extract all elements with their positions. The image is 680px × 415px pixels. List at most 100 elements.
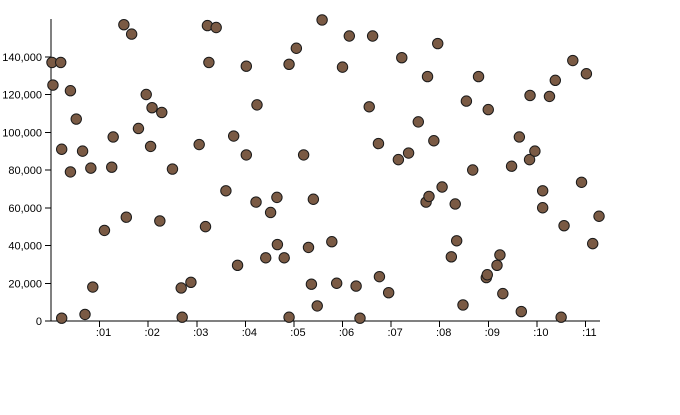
data-point[interactable] [396,51,408,64]
data-point[interactable] [176,311,188,323]
data-point[interactable] [311,300,323,312]
data-point[interactable] [251,99,263,111]
data-point[interactable] [549,74,562,87]
data-point[interactable] [449,198,461,210]
data-point[interactable] [87,281,99,293]
data-point[interactable] [593,210,605,222]
data-point[interactable] [250,196,262,208]
data-point[interactable] [76,145,89,157]
data-point[interactable] [421,70,434,83]
data-point[interactable] [64,166,77,178]
data-point[interactable] [64,85,77,97]
data-point[interactable] [193,138,205,151]
data-point[interactable] [491,259,503,272]
data-point[interactable] [47,79,59,91]
data-point[interactable] [529,145,541,157]
data-point[interactable] [175,282,187,294]
data-point[interactable] [543,90,556,103]
data-point[interactable] [231,259,244,272]
data-point[interactable] [436,181,448,193]
data-point[interactable] [55,56,67,69]
data-point[interactable] [240,60,253,72]
data-point[interactable] [55,312,68,324]
data-point[interactable] [227,130,240,142]
data-point[interactable] [524,89,536,102]
data-point[interactable] [343,30,356,42]
data-point[interactable] [363,101,375,113]
data-point[interactable] [220,185,232,197]
data-point[interactable] [156,106,168,119]
data-point[interactable] [140,88,152,101]
data-point[interactable] [350,280,362,292]
data-point[interactable] [154,215,166,227]
data-point[interactable] [472,70,485,83]
data-point[interactable] [297,149,310,161]
data-point[interactable] [305,278,318,290]
data-point[interactable] [467,164,479,176]
data-point[interactable] [125,28,138,40]
data-point[interactable] [302,241,315,254]
data-point[interactable] [185,276,197,289]
data-point[interactable] [199,220,212,233]
data-point[interactable] [373,270,386,283]
data-point[interactable] [166,163,179,175]
data-point[interactable] [412,116,424,128]
data-point[interactable] [290,42,303,54]
data-point[interactable] [445,251,458,263]
data-point[interactable] [382,286,395,299]
data-point[interactable] [423,190,435,203]
data-point[interactable] [278,252,290,264]
data-point[interactable] [523,153,536,166]
data-point[interactable] [372,137,385,150]
data-point[interactable] [457,299,469,311]
data-point[interactable] [271,191,283,204]
data-point[interactable] [106,161,118,173]
data-point[interactable] [240,149,253,161]
data-point[interactable] [283,58,295,71]
data-point[interactable] [392,153,405,166]
data-point[interactable] [98,224,111,237]
data-point[interactable] [118,18,130,31]
data-point[interactable] [460,95,473,107]
data-point[interactable] [505,160,518,172]
data-point[interactable] [536,185,549,197]
data-point[interactable] [432,37,444,50]
data-point[interactable] [587,237,599,250]
data-point[interactable] [283,311,295,323]
data-point[interactable] [515,305,527,318]
data-point[interactable] [580,68,593,80]
data-point[interactable] [558,219,570,232]
data-point[interactable] [107,131,119,143]
data-point[interactable] [536,202,549,214]
data-point[interactable] [330,277,343,289]
data-point[interactable] [210,21,222,34]
data-point[interactable] [450,235,463,247]
data-point[interactable] [264,206,277,219]
data-point[interactable] [203,56,215,69]
data-point[interactable] [575,176,588,188]
data-point[interactable] [132,122,145,135]
data-point[interactable] [271,238,284,251]
data-point[interactable] [260,252,272,264]
data-point[interactable] [555,311,567,323]
data-point[interactable] [497,287,509,300]
data-point[interactable] [567,54,579,67]
data-point[interactable] [336,61,349,73]
data-point[interactable] [316,14,328,26]
data-point[interactable] [85,162,97,174]
data-point[interactable] [307,193,320,205]
data-point[interactable] [146,102,158,114]
data-point[interactable] [482,103,494,116]
data-point[interactable] [144,140,157,153]
data-point[interactable] [481,269,493,281]
data-point[interactable] [70,113,82,125]
data-point[interactable] [55,143,68,155]
data-point[interactable] [428,135,440,147]
data-point[interactable] [366,30,379,42]
data-point[interactable] [494,249,506,261]
data-point[interactable] [354,312,366,324]
data-point[interactable] [326,236,338,248]
data-point[interactable] [120,211,133,223]
data-point[interactable] [513,131,526,143]
data-point[interactable] [402,147,415,159]
